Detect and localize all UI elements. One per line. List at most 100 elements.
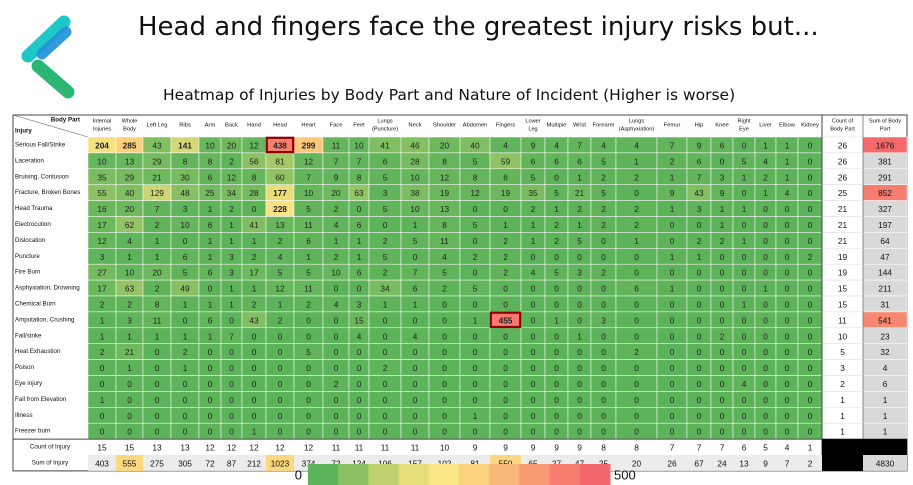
cell-value: 2 (306, 299, 311, 309)
cell-value: 0 (577, 363, 582, 373)
cell-value: 0 (531, 252, 536, 262)
sum-row-value: 67 (694, 458, 704, 468)
cell-value: 0 (763, 411, 768, 421)
cell-value: 0 (229, 395, 234, 405)
cell-value: 204 (95, 140, 109, 150)
cell-value: 1 (697, 252, 702, 262)
cell-value: 2 (278, 315, 283, 325)
cell-value: 2 (577, 204, 582, 214)
cell-value: 0 (383, 331, 388, 341)
cell-value: 0 (577, 347, 582, 357)
cell-value: 41 (249, 220, 259, 230)
cell-value: 11 (304, 220, 313, 230)
legend-swatch (519, 464, 551, 485)
cell-value: 1 (208, 204, 213, 214)
cell-value: 0 (383, 427, 388, 437)
cell-value: 0 (601, 252, 606, 262)
cell-value: 1 (383, 299, 388, 309)
cell-value: 0 (634, 411, 639, 421)
cell-value: 12 (304, 156, 314, 166)
cell-value: 2 (278, 236, 283, 246)
cell-value: 0 (577, 299, 582, 309)
legend-min-label: 0 (295, 468, 302, 483)
cell-value: 2 (155, 220, 160, 230)
cell-value: 1 (670, 284, 675, 294)
cell-value: 0 (554, 284, 559, 294)
cell-value: 0 (697, 395, 702, 405)
cell-value: 0 (554, 411, 559, 421)
cell-value: 46 (410, 140, 420, 150)
cell-value: 11 (332, 140, 341, 150)
cell-value: 0 (634, 299, 639, 309)
cell-value: 5 (383, 172, 388, 182)
cell-value: 35 (528, 188, 538, 198)
cell-value: 2 (229, 156, 234, 166)
cell-value: 2 (252, 299, 257, 309)
cell-value: 0 (601, 331, 606, 341)
count-value: 2 (840, 379, 845, 389)
cell-value: 0 (742, 363, 747, 373)
legend-swatch (338, 464, 369, 485)
cell-value: 6 (208, 220, 213, 230)
cell-value: 0 (554, 331, 559, 341)
sum-value: 64 (880, 236, 890, 246)
count-row-value: 7 (720, 443, 725, 453)
cell-value: 3 (357, 299, 362, 309)
cell-value: 2 (183, 347, 188, 357)
count-column-header: Body Part (830, 127, 855, 133)
cell-value: 0 (531, 331, 536, 341)
corner-diagonal (12, 114, 89, 138)
cell-value: 8 (357, 172, 362, 182)
column-header: Hand (247, 123, 261, 129)
cell-value: 129 (150, 188, 164, 198)
sum-value: 1 (883, 395, 888, 405)
cell-value: 0 (554, 427, 559, 437)
cell-value: 0 (278, 331, 283, 341)
sum-value: 852 (878, 188, 892, 198)
sum-value: 6 (883, 379, 888, 389)
cell-value: 17 (97, 284, 107, 294)
cell-value: 0 (183, 315, 188, 325)
cell-value: 1 (742, 172, 747, 182)
cell-value: 0 (742, 315, 747, 325)
cell-value: 0 (670, 315, 675, 325)
cell-value: 299 (302, 140, 316, 150)
count-value: 19 (838, 268, 848, 278)
sum-value: 23 (880, 331, 890, 341)
cell-value: 0 (554, 299, 559, 309)
cell-value: 0 (229, 347, 234, 357)
cell-value: 40 (125, 188, 135, 198)
cell-value: 0 (808, 379, 813, 389)
sum-row-value: 102 (438, 458, 452, 468)
column-header: Whole (122, 119, 138, 125)
cell-value: 0 (503, 331, 508, 341)
cell-value: 2 (720, 236, 725, 246)
cell-value: 0 (670, 411, 675, 421)
column-header: Injuries (93, 127, 111, 133)
cell-value: 0 (503, 363, 508, 373)
cell-value: 0 (763, 395, 768, 405)
cell-value: 5 (278, 268, 283, 278)
cell-value: 0 (785, 411, 790, 421)
sum-row-value: 87 (227, 458, 237, 468)
cell-value: 1 (229, 220, 234, 230)
cell-value: 0 (785, 427, 790, 437)
cell-value: 12 (440, 172, 450, 182)
cell-value: 0 (473, 347, 478, 357)
cell-value: 4 (357, 331, 362, 341)
cell-value: 285 (123, 140, 137, 150)
cell-value: 1 (100, 315, 105, 325)
cell-value: 0 (127, 379, 132, 389)
sum-row-value: 106 (378, 458, 392, 468)
cell-value: 2 (601, 204, 606, 214)
column-header: Eye (739, 127, 749, 133)
cell-value: 56 (249, 156, 259, 166)
column-header: Feet (353, 123, 365, 129)
cell-value: 0 (155, 411, 160, 421)
cell-value: 1 (577, 331, 582, 341)
cell-value: 6 (357, 268, 362, 278)
row-label: Fracture, Broken Bones (15, 189, 80, 196)
cell-value: 6 (208, 172, 213, 182)
cell-value: 6 (577, 156, 582, 166)
row-label: Asphyxiation, Drowning (15, 285, 80, 292)
